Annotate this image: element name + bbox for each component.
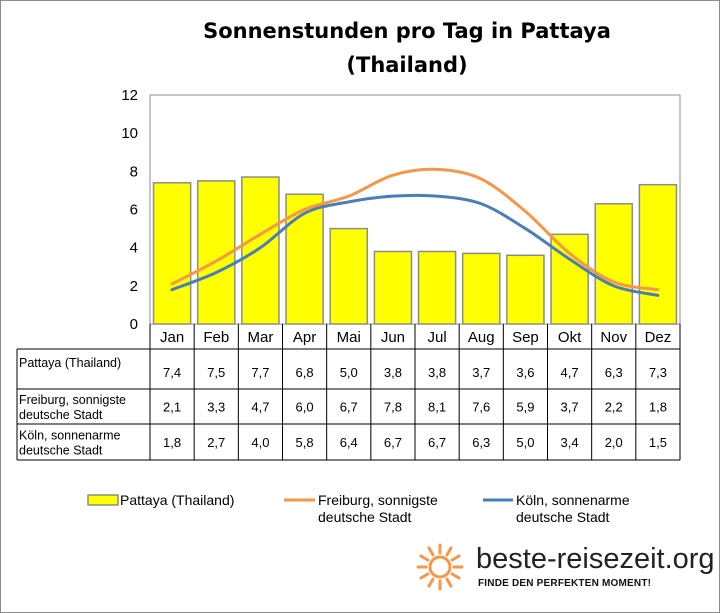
data-label: 1,8	[649, 400, 667, 415]
bar-okt	[550, 233, 589, 325]
x-tick-label-jul: Jul	[427, 329, 446, 346]
legend-label-koeln: deutsche Stadt	[516, 509, 610, 525]
data-label: 7,8	[384, 400, 402, 415]
data-label: 2,7	[207, 435, 225, 450]
bar-jan	[152, 182, 192, 325]
data-label: 6,3	[472, 435, 490, 450]
x-tick-label-apr: Apr	[293, 329, 316, 346]
legend-label-freiburg: deutsche Stadt	[318, 509, 412, 525]
series-line-2	[170, 193, 660, 297]
table-row-label: Köln, sonnenarme	[19, 429, 121, 443]
series-line-1	[170, 167, 660, 292]
sun-icon-ray	[427, 577, 435, 588]
sun-icon-ray	[445, 546, 453, 557]
data-label: 7,7	[251, 365, 269, 380]
sun-icon-ray	[419, 572, 430, 580]
data-label: 7,3	[649, 365, 667, 380]
legend-label-koeln: Köln, sonnenarme	[516, 492, 630, 508]
legend-label-pattaya: Pattaya (Thailand)	[120, 492, 234, 508]
data-label: 3,8	[384, 365, 402, 380]
data-label: 4,7	[561, 365, 579, 380]
data-label: 3,7	[472, 365, 490, 380]
data-label: 2,0	[605, 435, 623, 450]
x-tick-label-dez: Dez	[645, 329, 672, 346]
legend-swatch-pattaya	[87, 494, 119, 506]
data-label: 6,4	[340, 435, 358, 450]
bar-nov	[594, 203, 634, 325]
y-tick-label: 4	[130, 240, 138, 257]
chart-title-line-2: (Thailand)	[346, 53, 467, 77]
data-label: 1,5	[649, 435, 667, 450]
data-label: 6,3	[605, 365, 623, 380]
y-tick-label: 12	[121, 87, 138, 104]
data-label: 7,6	[472, 400, 490, 415]
data-label: 6,7	[340, 400, 358, 415]
data-label: 3,8	[428, 365, 446, 380]
data-label: 3,6	[516, 365, 534, 380]
sun-icon-ray	[450, 554, 461, 562]
x-tick-label-jan: Jan	[160, 329, 184, 346]
y-tick-label: 6	[130, 202, 138, 219]
y-tick-label: 2	[130, 278, 138, 295]
table-row-label: Pattaya (Thailand)	[19, 356, 121, 370]
x-tick-label-okt: Okt	[558, 329, 582, 346]
data-label: 5,0	[340, 365, 358, 380]
sun-icon-ray	[445, 577, 453, 588]
sun-icon-ray	[427, 546, 435, 557]
bar-jul	[417, 250, 457, 325]
data-label: 3,4	[561, 435, 579, 450]
table-row-label: deutsche Stadt	[19, 408, 103, 422]
data-label: 2,2	[605, 400, 623, 415]
table-row-label: Freiburg, sonnigste	[19, 393, 126, 407]
x-tick-label-nov: Nov	[600, 329, 627, 346]
data-label: 4,7	[251, 400, 269, 415]
data-label: 6,8	[296, 365, 314, 380]
data-label: 5,0	[516, 435, 534, 450]
bar-aug	[461, 252, 501, 325]
x-tick-label-sep: Sep	[512, 329, 539, 346]
sun-icon	[416, 543, 464, 591]
bar-apr	[285, 193, 324, 325]
bar-mar	[241, 176, 280, 325]
data-label: 2,1	[163, 400, 181, 415]
data-label: 5,8	[296, 435, 314, 450]
sun-icon-ray	[450, 572, 461, 580]
data-label: 3,7	[561, 400, 579, 415]
data-label: 7,4	[163, 365, 181, 380]
x-tick-label-mar: Mar	[247, 329, 273, 346]
logo-tagline: FINDE DEN PERFEKTEN MOMENT!	[478, 578, 651, 589]
y-tick-label: 10	[121, 125, 138, 142]
data-label: 8,1	[428, 400, 446, 415]
chart-title-line-1: Sonnenstunden pro Tag in Pattaya	[203, 19, 611, 43]
data-label: 3,3	[207, 400, 225, 415]
table-row-label: deutsche Stadt	[19, 444, 103, 458]
data-label: 4,0	[251, 435, 269, 450]
data-label: 6,0	[296, 400, 314, 415]
bar-sep	[506, 254, 545, 325]
bar-dez	[638, 183, 678, 325]
bar-jun	[373, 250, 413, 325]
bar-mai	[329, 227, 369, 325]
data-label: 5,9	[516, 400, 534, 415]
y-tick-label: 8	[130, 163, 138, 180]
x-tick-label-feb: Feb	[203, 329, 229, 346]
data-label: 1,8	[163, 435, 181, 450]
data-label: 6,7	[428, 435, 446, 450]
legend-label-freiburg: Freiburg, sonnigste	[318, 492, 438, 508]
sun-icon-core	[428, 555, 452, 579]
sun-icon-ray	[419, 554, 430, 562]
logo-text: beste-reisezeit.org	[476, 543, 715, 575]
y-tick-label: 0	[130, 316, 138, 333]
x-tick-label-aug: Aug	[468, 329, 495, 346]
x-tick-label-mai: Mai	[337, 329, 361, 346]
x-tick-label-jun: Jun	[381, 329, 405, 346]
data-label: 6,7	[384, 435, 402, 450]
data-label: 7,5	[207, 365, 225, 380]
